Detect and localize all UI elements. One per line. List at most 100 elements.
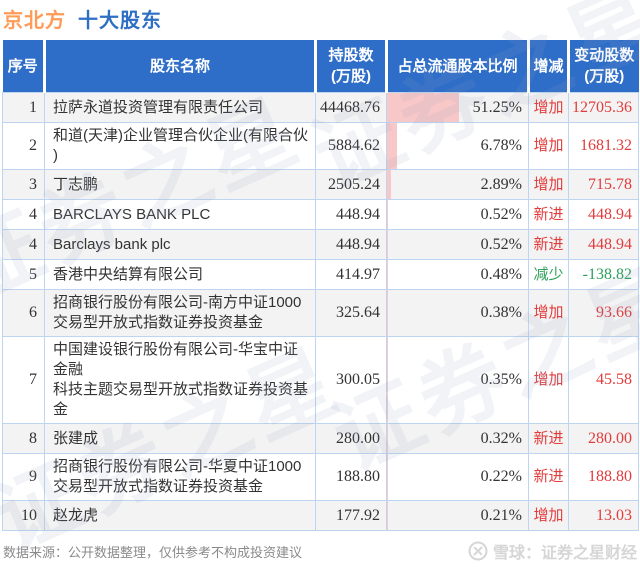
percent-bar xyxy=(387,290,388,336)
change-direction-cell: 新进 xyxy=(529,200,569,230)
brand-watermark: 雪球：证券之星财经 xyxy=(468,539,637,563)
percent-bar xyxy=(387,230,388,259)
shareholder-name-cell: 拉萨永道投资管理有限责任公司 xyxy=(45,93,316,123)
change-direction-cell: 增加 xyxy=(529,93,569,123)
percent-cell: 0.22% xyxy=(387,454,529,501)
shares-cell: 414.97 xyxy=(316,260,387,290)
rank-cell: 1 xyxy=(3,93,45,123)
percent-value: 0.35% xyxy=(481,371,522,388)
percent-cell: 0.48% xyxy=(387,260,529,290)
rank-cell: 5 xyxy=(3,260,45,290)
col-header-rank: 序号 xyxy=(3,40,45,93)
percent-bar xyxy=(387,170,391,199)
shareholder-name-cell: 招商银行股份有限公司-南方中证1000 交易型开放式指数证券投资基金 xyxy=(45,290,316,337)
percent-value: 0.32% xyxy=(481,430,522,447)
change-direction-cell: 增加 xyxy=(529,337,569,424)
table-row: 4 Barclays bank plc 448.94 0.52% 新进 448.… xyxy=(3,230,639,260)
change-direction-cell: 增加 xyxy=(529,290,569,337)
percent-value: 0.22% xyxy=(481,468,522,485)
change-shares-cell: 448.94 xyxy=(569,200,639,230)
change-shares-cell: 715.78 xyxy=(569,170,639,200)
col-header-shares-held: 持股数 (万股) xyxy=(316,40,387,93)
percent-bar xyxy=(387,200,388,229)
shareholder-name-cell: 丁志鹏 xyxy=(45,170,316,200)
rank-cell: 10 xyxy=(3,501,45,531)
shares-cell: 448.94 xyxy=(316,230,387,260)
rank-cell: 8 xyxy=(3,424,45,454)
percent-cell: 2.89% xyxy=(387,170,529,200)
shares-cell: 2505.24 xyxy=(316,170,387,200)
table-header-row: 序号 股东名称 持股数 (万股) 占总流通股本比例 增减 变动股数 (万股) xyxy=(3,40,639,93)
table-row: 5 香港中央结算有限公司 414.97 0.48% 减少 -138.82 xyxy=(3,260,639,290)
shareholder-name-cell: 赵龙虎 xyxy=(45,501,316,531)
rank-cell: 2 xyxy=(3,123,45,170)
page-title: 京北方十大股东 xyxy=(0,0,640,33)
percent-value: 0.52% xyxy=(481,236,522,253)
change-direction-cell: 减少 xyxy=(529,260,569,290)
shares-cell: 5884.62 xyxy=(316,123,387,170)
shareholders-table: 序号 股东名称 持股数 (万股) 占总流通股本比例 增减 变动股数 (万股) 1… xyxy=(2,40,639,531)
percent-value: 51.25% xyxy=(473,99,522,116)
percent-cell: 51.25% xyxy=(387,93,529,123)
change-shares-cell: 280.00 xyxy=(569,424,639,454)
table-row: 2 和道(天津)企业管理合伙企业(有限合伙 ) 5884.62 6.78% 增加… xyxy=(3,123,639,170)
percent-value: 0.21% xyxy=(481,507,522,524)
change-shares-cell: 448.94 xyxy=(569,230,639,260)
rank-cell: 6 xyxy=(3,290,45,337)
xueqiu-logo-icon xyxy=(468,541,488,561)
table-row: 1 拉萨永道投资管理有限责任公司 44468.76 51.25% 增加 1270… xyxy=(3,93,639,123)
title-suffix: 十大股东 xyxy=(78,10,162,32)
col-header-shareholder-name: 股东名称 xyxy=(45,40,316,93)
table-row: 10 赵龙虎 177.92 0.21% 增加 13.03 xyxy=(3,501,639,531)
percent-value: 0.52% xyxy=(481,206,522,223)
rank-cell: 7 xyxy=(3,337,45,424)
shares-cell: 188.80 xyxy=(316,454,387,501)
shares-cell: 177.92 xyxy=(316,501,387,531)
table-row: 3 丁志鹏 2505.24 2.89% 增加 715.78 xyxy=(3,170,639,200)
rank-cell: 4 xyxy=(3,230,45,260)
shareholder-name-cell: 招商银行股份有限公司-华夏中证1000 交易型开放式指数证券投资基金 xyxy=(45,454,316,501)
change-shares-cell: -138.82 xyxy=(569,260,639,290)
stock-name: 京北方 xyxy=(3,10,66,32)
col-header-change-shares: 变动股数 (万股) xyxy=(569,40,639,93)
percent-cell: 6.78% xyxy=(387,123,529,170)
shares-cell: 300.05 xyxy=(316,337,387,424)
change-shares-cell: 1681.32 xyxy=(569,123,639,170)
rank-cell: 3 xyxy=(3,170,45,200)
percent-cell: 0.21% xyxy=(387,501,529,531)
table-row: 6 招商银行股份有限公司-南方中证1000 交易型开放式指数证券投资基金 325… xyxy=(3,290,639,337)
footer: 数据来源：公开数据整理，仅供参考不构成投资建议 雪球：证券之星财经 xyxy=(3,539,637,563)
table-row: 7 中国建设银行股份有限公司-华宝中证金融 科技主题交易型开放式指数证券投资基金… xyxy=(3,337,639,424)
shareholder-name-cell: 香港中央结算有限公司 xyxy=(45,260,316,290)
shares-cell: 325.64 xyxy=(316,290,387,337)
change-shares-cell: 13.03 xyxy=(569,501,639,531)
change-shares-cell: 45.58 xyxy=(569,337,639,424)
change-shares-cell: 188.80 xyxy=(569,454,639,501)
percent-cell: 0.35% xyxy=(387,337,529,424)
rank-cell: 4 xyxy=(3,200,45,230)
shares-cell: 280.00 xyxy=(316,424,387,454)
change-direction-cell: 新进 xyxy=(529,424,569,454)
percent-value: 0.38% xyxy=(481,304,522,321)
percent-cell: 0.52% xyxy=(387,200,529,230)
data-source-note: 数据来源：公开数据整理，仅供参考不构成投资建议 xyxy=(3,542,302,561)
table-row: 9 招商银行股份有限公司-华夏中证1000 交易型开放式指数证券投资基金 188… xyxy=(3,454,639,501)
change-direction-cell: 增加 xyxy=(529,123,569,170)
percent-cell: 0.52% xyxy=(387,230,529,260)
change-shares-cell: 93.66 xyxy=(569,290,639,337)
change-shares-cell: 12705.36 xyxy=(569,93,639,123)
shares-cell: 448.94 xyxy=(316,200,387,230)
table-row: 8 张建成 280.00 0.32% 新进 280.00 xyxy=(3,424,639,454)
percent-value: 0.48% xyxy=(481,266,522,283)
change-direction-cell: 增加 xyxy=(529,170,569,200)
change-direction-cell: 增加 xyxy=(529,501,569,531)
rank-cell: 9 xyxy=(3,454,45,501)
percent-value: 6.78% xyxy=(481,137,522,154)
percent-value: 2.89% xyxy=(481,176,522,193)
change-direction-cell: 新进 xyxy=(529,230,569,260)
col-header-percent-of-float: 占总流通股本比例 xyxy=(387,40,529,93)
percent-bar xyxy=(387,93,459,122)
col-header-change-direction: 增减 xyxy=(529,40,569,93)
brand-text: 雪球：证券之星财经 xyxy=(493,539,637,563)
shareholder-name-cell: 和道(天津)企业管理合伙企业(有限合伙 ) xyxy=(45,123,316,170)
